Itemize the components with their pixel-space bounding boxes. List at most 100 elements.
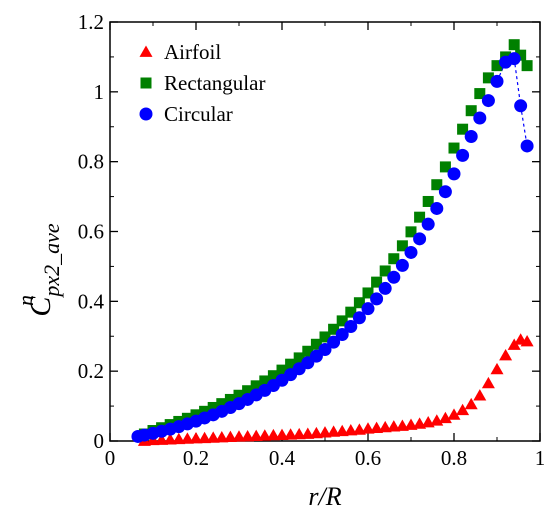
data-point-rectangular	[362, 287, 374, 299]
data-point-airfoil	[172, 432, 186, 445]
data-point-rectangular	[515, 49, 527, 61]
x-tick-label: 1	[535, 446, 546, 470]
data-point-airfoil	[180, 432, 194, 444]
data-point-airfoil	[361, 422, 375, 434]
data-point-circular	[327, 335, 341, 349]
y-tick-label: 1.2	[78, 10, 104, 34]
data-point-airfoil	[335, 424, 349, 437]
data-point-rectangular	[521, 60, 533, 72]
data-point-rectangular	[259, 375, 271, 387]
data-point-airfoil	[215, 431, 229, 443]
data-point-airfoil	[223, 430, 237, 443]
data-point-rectangular	[285, 358, 297, 370]
data-point-rectangular	[276, 364, 288, 376]
data-point-airfoil	[155, 433, 169, 445]
data-point-airfoil	[447, 408, 461, 420]
legend-label-airfoil: Airfoil	[164, 40, 221, 64]
data-point-rectangular	[465, 105, 477, 117]
data-point-airfoil	[266, 428, 280, 441]
legend: Airfoil Rectangular Circular	[139, 40, 265, 126]
series-airfoil	[137, 333, 534, 446]
y-tick-label: 0.2	[78, 359, 104, 383]
data-point-rectangular	[233, 389, 245, 401]
data-point-rectangular	[267, 370, 279, 382]
data-point-airfoil	[309, 426, 323, 439]
data-point-airfoil	[232, 430, 246, 442]
plot-series	[131, 39, 534, 446]
data-point-rectangular	[293, 352, 305, 364]
data-point-rectangular	[448, 142, 460, 154]
data-point-rectangular	[345, 306, 357, 318]
data-point-circular	[464, 130, 478, 144]
data-point-circular	[361, 302, 375, 316]
data-point-rectangular	[319, 331, 331, 343]
legend-marker-rectangular	[140, 77, 152, 89]
ticks: 0 0.2 0.4 0.6 0.8 1 0 0.2 0.4 0.6 0.8 1 1.2	[78, 10, 546, 470]
data-point-circular	[456, 148, 470, 162]
data-point-rectangular	[242, 385, 254, 397]
data-point-airfoil	[456, 403, 470, 416]
data-point-airfoil	[520, 334, 534, 347]
data-point-circular	[447, 167, 461, 181]
data-point-rectangular	[508, 39, 520, 51]
data-point-rectangular	[199, 405, 211, 417]
data-point-rectangular	[474, 88, 486, 100]
data-point-rectangular	[431, 179, 443, 191]
data-point-rectangular	[422, 195, 434, 207]
data-point-rectangular	[302, 345, 314, 357]
data-point-rectangular	[310, 338, 322, 350]
x-tick-label: 0.6	[355, 446, 381, 470]
series-circular	[131, 52, 534, 443]
data-point-airfoil	[318, 426, 332, 438]
data-point-circular	[430, 201, 444, 215]
data-point-airfoil	[344, 424, 358, 436]
data-point-airfoil	[464, 397, 478, 410]
y-axis-title: Cpx2_ave n	[13, 223, 64, 317]
data-point-rectangular	[388, 253, 400, 265]
data-point-circular	[378, 281, 392, 295]
data-point-airfoil	[284, 428, 298, 440]
y-tick-label: 0.4	[78, 289, 105, 313]
y-tick-label: 0	[94, 429, 105, 453]
data-point-circular	[490, 74, 504, 88]
data-point-circular	[514, 99, 528, 113]
data-point-airfoil	[370, 421, 384, 433]
y-axis-title-sup: n	[13, 295, 38, 306]
data-point-airfoil	[507, 338, 521, 350]
data-point-circular	[481, 94, 495, 108]
data-point-rectangular	[414, 211, 426, 223]
data-point-rectangular	[439, 161, 451, 173]
legend-marker-circular	[139, 107, 153, 121]
y-tick-label: 0.6	[78, 220, 104, 244]
data-point-circular	[318, 343, 332, 357]
y-tick-label: 0.8	[78, 150, 104, 174]
x-tick-label: 0	[105, 446, 116, 470]
data-point-airfoil	[163, 433, 177, 445]
y-axis-title-base: C	[24, 296, 57, 317]
data-point-airfoil	[387, 420, 401, 432]
data-point-airfoil	[241, 429, 255, 442]
y-tick-label: 1	[94, 80, 105, 104]
x-tick-label: 0.8	[441, 446, 467, 470]
data-point-airfoil	[499, 348, 513, 361]
data-point-rectangular	[482, 72, 494, 84]
data-point-rectangular	[371, 276, 383, 288]
y-axis-title-sub: px2_ave	[39, 223, 64, 299]
data-point-airfoil	[301, 427, 315, 439]
data-point-circular	[387, 270, 401, 284]
data-point-airfoil	[206, 431, 220, 443]
data-point-rectangular	[336, 315, 348, 327]
data-point-airfoil	[438, 411, 452, 424]
data-point-airfoil	[275, 428, 289, 440]
data-point-rectangular	[328, 323, 340, 335]
data-point-rectangular	[250, 380, 262, 392]
data-point-rectangular	[216, 398, 228, 410]
data-point-airfoil	[490, 362, 504, 375]
data-point-circular	[413, 232, 427, 246]
x-tick-label: 0.2	[183, 446, 209, 470]
data-point-airfoil	[473, 389, 487, 401]
svg-text:Cpx2_ave: Cpx2_ave	[24, 223, 64, 317]
data-point-circular	[438, 185, 452, 199]
data-point-rectangular	[405, 226, 417, 238]
data-point-airfoil	[378, 420, 392, 433]
